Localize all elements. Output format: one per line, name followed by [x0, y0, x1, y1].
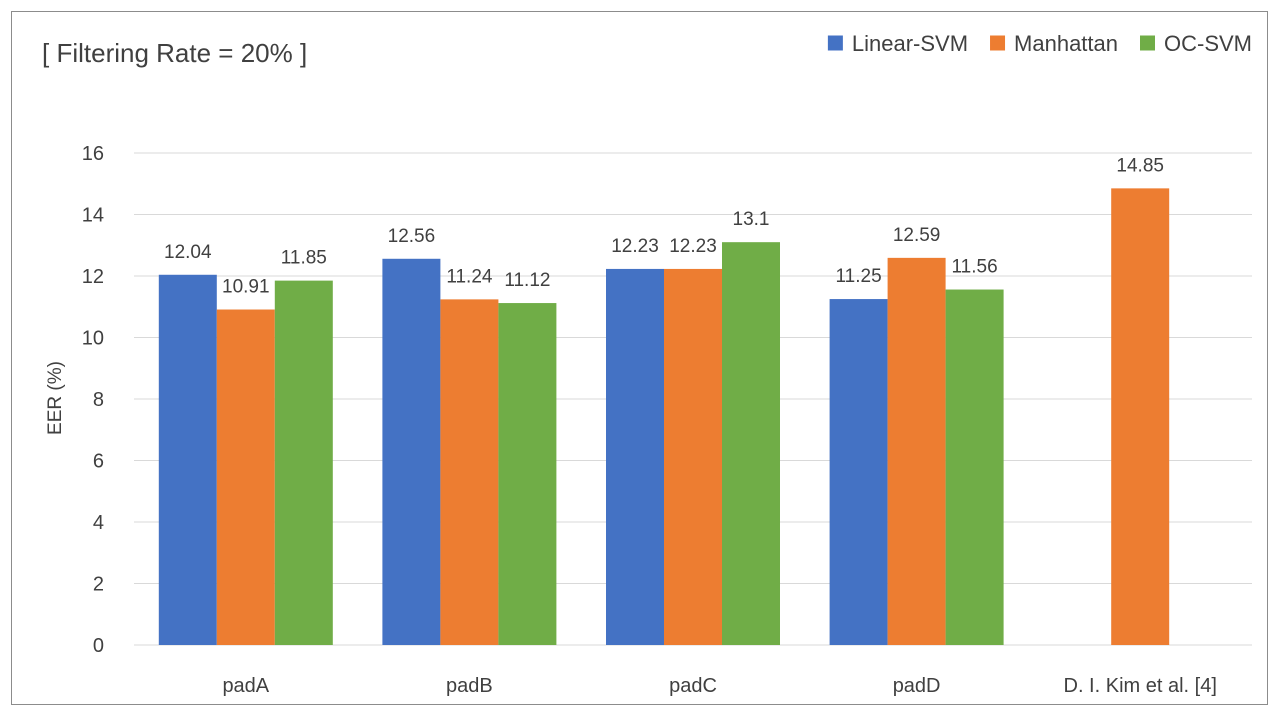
x-category-label: D. I. Kim et al. [4] — [1064, 675, 1217, 697]
y-tick-label: 0 — [93, 635, 104, 657]
data-labels: 12.04 10.91 11.85 12.56 11.24 11.12 12.23 12.23… — [164, 155, 1164, 297]
x-category-label: padD — [893, 675, 941, 697]
bar-padd-oc-svm — [945, 289, 1004, 645]
legend: Linear-SVM Manhattan OC-SVM — [827, 31, 1252, 56]
x-category-label: padC — [669, 675, 717, 697]
y-tick-label: 4 — [93, 512, 104, 534]
bars — [158, 188, 1170, 646]
data-label-pada-oc-svm: 11.85 — [281, 248, 327, 269]
data-label-padb-linear-svm: 12.56 — [388, 226, 436, 247]
data-label-padb-manhattan: 11.24 — [446, 266, 493, 287]
y-tick-label: 6 — [93, 451, 104, 473]
data-label-pada-linear-svm: 12.04 — [164, 242, 212, 263]
legend-label: Manhattan — [1014, 31, 1118, 56]
legend-item-linear-svm: Linear-SVM — [827, 31, 968, 56]
bar-d-i-kim-et-al-4-manhattan — [1111, 188, 1170, 646]
y-axis-label: EER (%) — [45, 361, 66, 435]
bar-padc-linear-svm — [606, 268, 664, 645]
data-label-padc-oc-svm: 13.1 — [733, 209, 770, 230]
bar-padb-oc-svm — [498, 303, 557, 645]
bar-padc-manhattan — [664, 268, 722, 645]
data-label-padd-oc-svm: 11.56 — [952, 257, 998, 278]
x-category-label: padB — [446, 675, 493, 697]
y-tick-label: 12 — [82, 266, 104, 288]
data-label-pada-manhattan: 10.91 — [222, 277, 270, 298]
x-axis-categories: padA padB padC padD D. I. Kim et al. [4] — [222, 675, 1216, 697]
data-label-padc-linear-svm: 12.23 — [611, 236, 659, 257]
y-tick-label: 8 — [93, 389, 104, 411]
data-label-padd-manhattan: 12.59 — [893, 225, 941, 246]
bar-padd-linear-svm — [829, 299, 888, 645]
bar-padd-manhattan — [887, 257, 946, 645]
legend-label: Linear-SVM — [852, 31, 968, 56]
bar-pada-oc-svm — [274, 280, 333, 645]
y-axis-ticks: 0 2 4 6 8 10 12 14 16 — [82, 143, 104, 657]
bar-padb-linear-svm — [382, 258, 441, 645]
bar-pada-manhattan — [216, 309, 275, 645]
y-tick-label: 16 — [82, 143, 104, 165]
data-label-padc-manhattan: 12.23 — [669, 236, 717, 257]
y-tick-label: 14 — [82, 205, 104, 227]
bar-padb-manhattan — [440, 299, 499, 645]
y-tick-label: 2 — [93, 574, 104, 596]
legend-swatch — [990, 35, 1006, 51]
legend-swatch — [1140, 35, 1155, 51]
chart-title: [ Filtering Rate = 20% ] — [42, 38, 307, 68]
data-label-padb-oc-svm: 11.12 — [504, 270, 550, 291]
x-category-label: padA — [222, 675, 269, 697]
legend-item-manhattan: Manhattan — [990, 31, 1118, 56]
legend-swatch — [827, 35, 843, 51]
data-label-d-i-kim-et-al-4-manhattan: 14.85 — [1116, 155, 1164, 176]
legend-item-oc-svm: OC-SVM — [1140, 31, 1252, 56]
bar-padc-oc-svm — [722, 242, 780, 646]
legend-label: OC-SVM — [1164, 31, 1252, 56]
data-label-padd-linear-svm: 11.25 — [836, 266, 882, 287]
y-tick-label: 10 — [82, 328, 104, 350]
bar-pada-linear-svm — [158, 274, 217, 645]
